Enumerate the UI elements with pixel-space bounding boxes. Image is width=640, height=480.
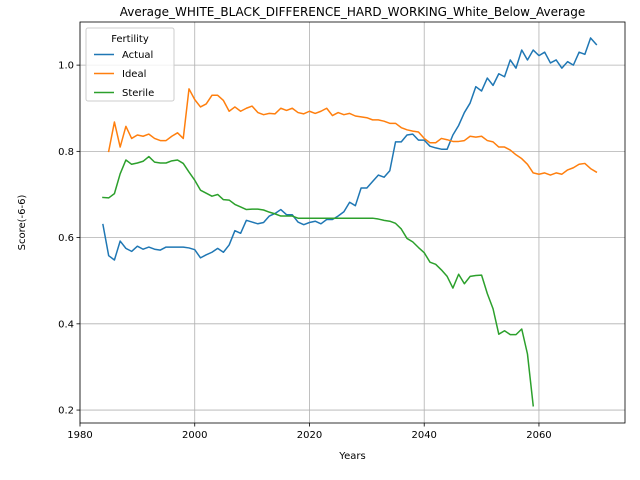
legend-items: Actual Ideal Sterile: [94, 50, 154, 99]
plot-frame: [79, 21, 626, 424]
legend-box: [85, 27, 175, 102]
y-tick-label: 0.6: [58, 233, 74, 244]
y-tick-label: 0.2: [58, 406, 74, 417]
y-tick-label: 0.4: [58, 319, 74, 330]
x-tick-label: 2020: [297, 430, 322, 441]
y-tick-label: 0.8: [58, 147, 74, 158]
x-tick-label: 2000: [182, 430, 207, 441]
legend-title: Fertility: [111, 34, 149, 45]
x-tick-label: 2040: [411, 430, 436, 441]
y-axis-ticks: 0.2 0.4 0.6 0.8 1.0: [58, 61, 80, 417]
legend-label-sterile: Sterile: [122, 88, 154, 99]
x-axis-label: Years: [338, 451, 365, 462]
series-line-actual: [102, 37, 598, 261]
legend-label-actual: Actual: [122, 50, 153, 61]
chart-title: Average_WHITE_BLACK_DIFFERENCE_HARD_WORK…: [120, 5, 586, 19]
x-tick-label: 2060: [526, 430, 551, 441]
series-line-sterile: [102, 155, 535, 407]
y-axis-label: Score(-6-6): [17, 195, 28, 251]
series-lines: [102, 37, 598, 407]
legend-label-ideal: Ideal: [122, 69, 146, 80]
x-tick-label: 1980: [67, 430, 92, 441]
x-axis-ticks: 1980 2000 2020 2040 2060: [67, 423, 552, 441]
series-line-ideal: [107, 88, 598, 176]
legend: Fertility Actual Ideal Sterile: [85, 27, 175, 102]
y-tick-label: 1.0: [58, 61, 74, 72]
